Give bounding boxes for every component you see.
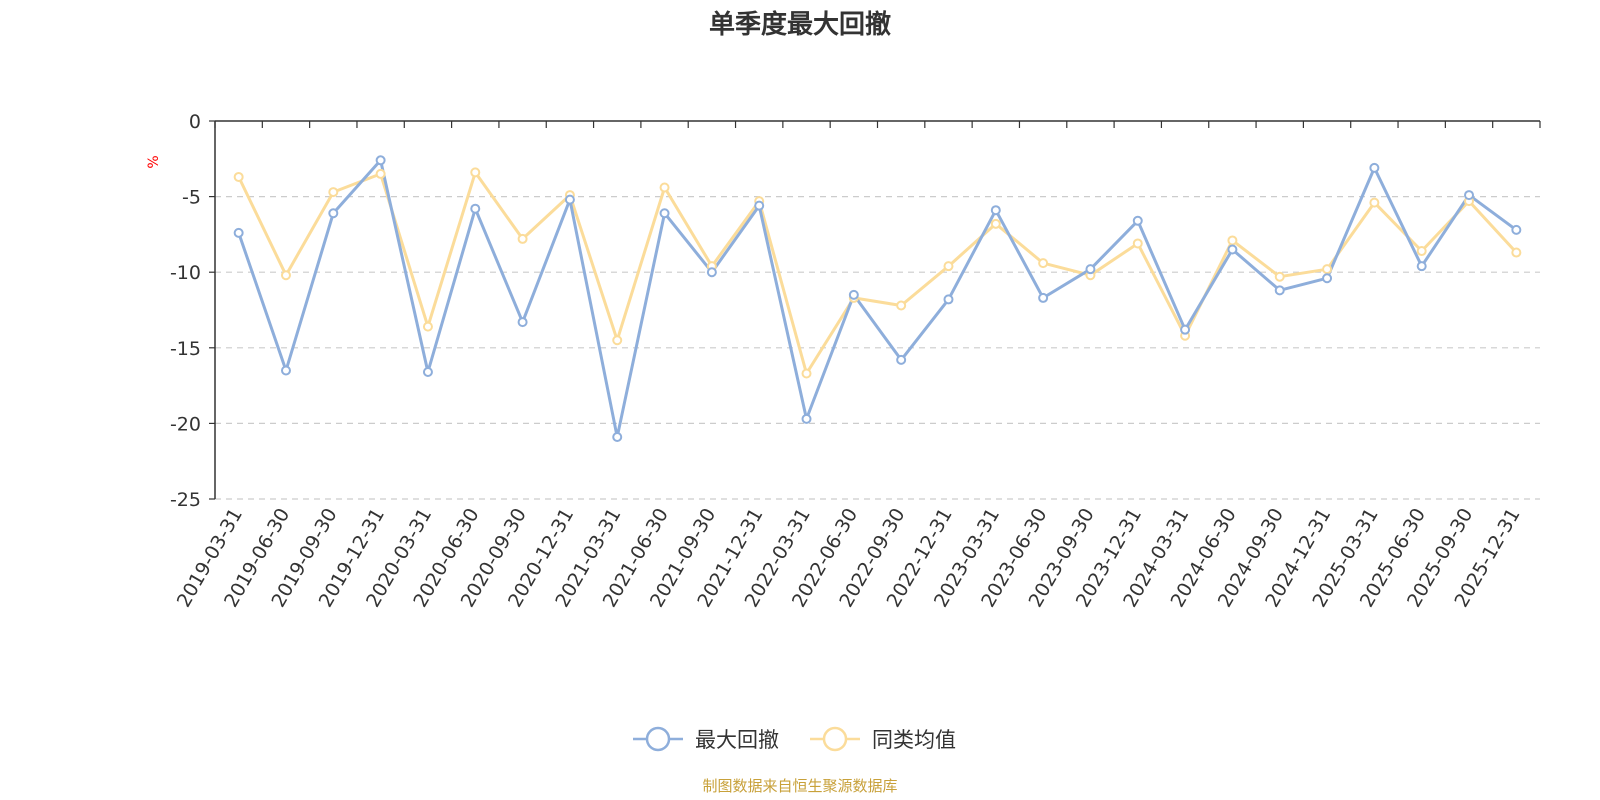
data-point bbox=[1511, 224, 1522, 235]
y-tick-label: -10 bbox=[170, 262, 201, 284]
legend-circle-icon bbox=[822, 726, 848, 752]
data-point bbox=[659, 182, 670, 193]
chart-title: 单季度最大回撤 bbox=[709, 9, 891, 40]
legend-label: 最大回撤 bbox=[695, 728, 779, 752]
data-point bbox=[1227, 244, 1238, 255]
data-point bbox=[470, 203, 481, 214]
data-point bbox=[1038, 292, 1049, 303]
data-point bbox=[564, 194, 575, 205]
data-point bbox=[990, 218, 1001, 229]
y-tick-label: -5 bbox=[182, 187, 201, 209]
data-point bbox=[1274, 285, 1285, 296]
data-point bbox=[422, 366, 433, 377]
y-tick-label: -15 bbox=[170, 338, 201, 360]
data-point bbox=[375, 168, 386, 179]
data-point bbox=[1132, 238, 1143, 249]
data-point bbox=[896, 300, 907, 311]
data-point bbox=[1322, 273, 1333, 284]
y-tick-label: 0 bbox=[189, 111, 201, 133]
data-point bbox=[990, 205, 1001, 216]
data-point bbox=[659, 208, 670, 219]
legend-item-2[interactable]: 同类均值 bbox=[810, 726, 956, 752]
data-point bbox=[375, 155, 386, 166]
data-point bbox=[1464, 190, 1475, 201]
legend[interactable]: 最大回撤 同类均值 bbox=[633, 726, 956, 752]
legend-label: 同类均值 bbox=[872, 728, 956, 752]
data-point bbox=[233, 171, 244, 182]
data-point bbox=[233, 227, 244, 238]
data-point bbox=[943, 261, 954, 272]
data-point bbox=[1132, 215, 1143, 226]
data-point bbox=[754, 200, 765, 211]
data-point bbox=[1038, 258, 1049, 269]
data-point bbox=[848, 289, 859, 300]
series-lines bbox=[233, 155, 1522, 443]
data-point bbox=[1369, 162, 1380, 173]
data-point bbox=[1085, 264, 1096, 275]
data-point bbox=[470, 167, 481, 178]
data-point bbox=[517, 233, 528, 244]
data-point bbox=[1180, 324, 1191, 335]
data-point bbox=[801, 413, 812, 424]
data-point bbox=[280, 365, 291, 376]
y-tick-label: -25 bbox=[170, 489, 201, 511]
data-point bbox=[328, 208, 339, 219]
data-point bbox=[1416, 246, 1427, 257]
data-point bbox=[706, 267, 717, 278]
data-point bbox=[1511, 247, 1522, 258]
series-line-2 bbox=[237, 170, 1518, 375]
data-point bbox=[280, 270, 291, 281]
data-point bbox=[801, 368, 812, 379]
data-point bbox=[612, 335, 623, 346]
data-point bbox=[943, 294, 954, 305]
data-point bbox=[1274, 271, 1285, 282]
legend-item-1[interactable]: 最大回撤 bbox=[633, 726, 779, 752]
data-point bbox=[1416, 261, 1427, 272]
data-point bbox=[612, 432, 623, 443]
data-point bbox=[517, 317, 528, 328]
y-tick-label: -20 bbox=[170, 413, 201, 435]
data-point bbox=[1227, 235, 1238, 246]
y-axis-unit-label: % bbox=[146, 155, 162, 168]
data-point bbox=[1322, 264, 1333, 275]
series-line-1 bbox=[237, 158, 1518, 439]
data-point bbox=[896, 354, 907, 365]
data-point bbox=[328, 187, 339, 198]
legend-circle-icon bbox=[645, 726, 671, 752]
data-source-note: 制图数据来自恒生聚源数据库 bbox=[702, 777, 897, 795]
data-point bbox=[422, 321, 433, 332]
axes: 0-5-10-15-20-252019-03-312019-06-302019-… bbox=[170, 111, 1541, 611]
data-point bbox=[1369, 197, 1380, 208]
